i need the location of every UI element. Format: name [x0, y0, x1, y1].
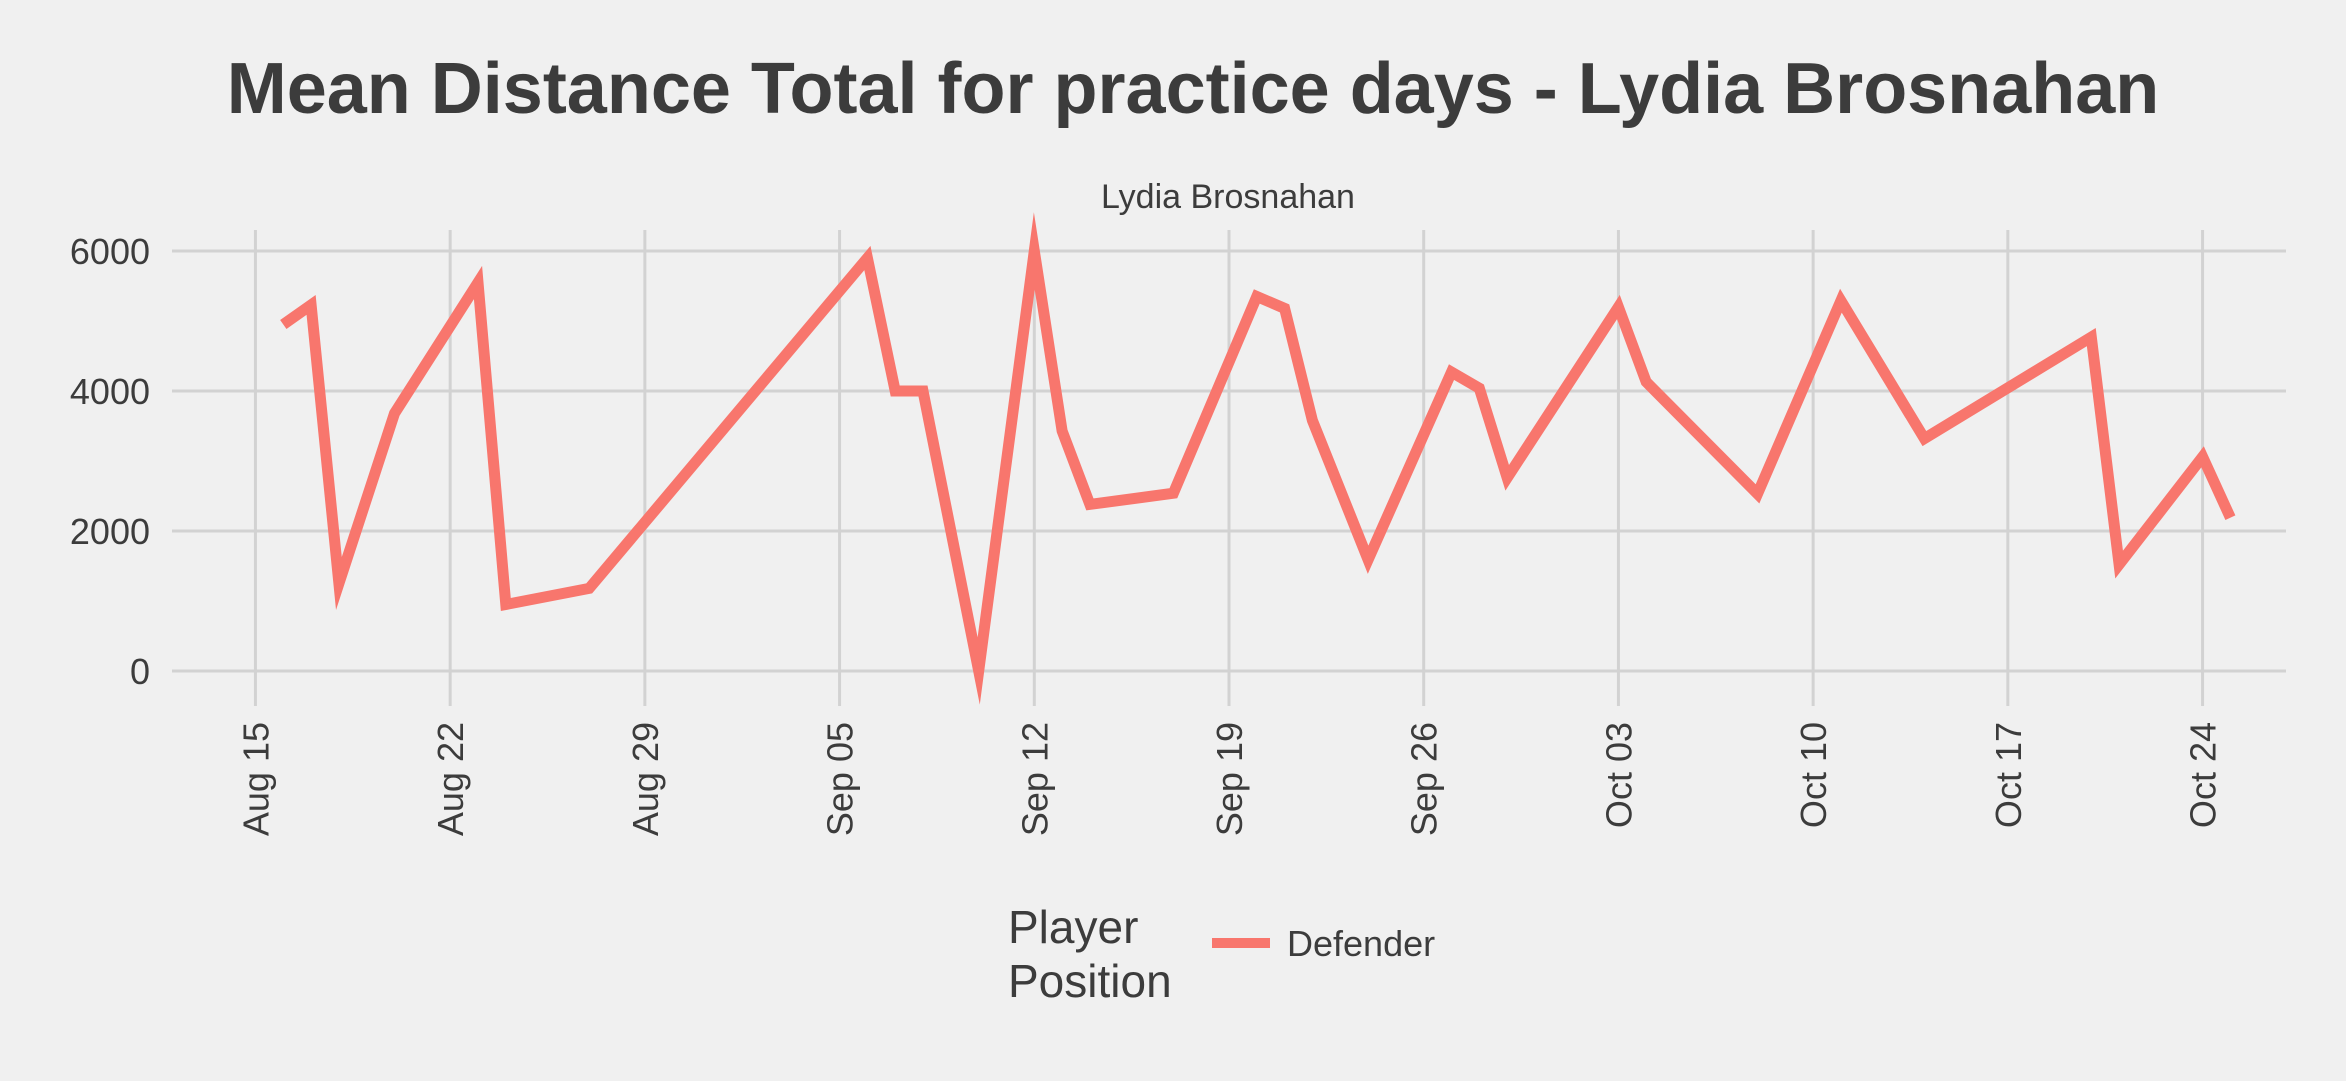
legend-title-line-2: Position: [1008, 955, 1172, 1007]
y-tick-label: 4000: [70, 371, 150, 412]
x-tick-label: Oct 10: [1793, 722, 1834, 828]
x-tick-label: Aug 29: [625, 722, 666, 836]
y-tick-label: 6000: [70, 231, 150, 272]
x-tick-label: Oct 17: [1988, 722, 2029, 828]
legend-title: Player Position: [1008, 901, 1172, 1007]
series-line-defender: [280, 212, 2236, 705]
y-tick-label: 0: [130, 651, 150, 692]
x-gridlines: [253, 230, 2205, 706]
x-tick-label: Sep 26: [1404, 722, 1445, 836]
x-tick-label: Aug 15: [235, 722, 276, 836]
x-tick-label: Oct 24: [2183, 722, 2224, 828]
facet-label: Lydia Brosnahan: [1101, 178, 1355, 216]
legend-title-line-1: Player: [1008, 901, 1138, 953]
x-tick-label: Sep 19: [1209, 722, 1250, 836]
y-tick-label: 2000: [70, 511, 150, 552]
chart-title: Mean Distance Total for practice days - …: [227, 49, 2160, 129]
legend: Player Position Defender: [1008, 901, 1435, 1007]
x-axis-tick-labels: Aug 15 Aug 22 Aug 29 Sep 05 Sep 12 Sep 19 Sep …: [235, 722, 2223, 836]
y-axis-tick-labels: 0 2000 4000 6000: [70, 231, 150, 692]
x-tick-label: Sep 05: [820, 722, 861, 836]
series-layer: [280, 212, 2236, 705]
x-tick-label: Sep 12: [1014, 722, 1055, 836]
x-tick-label: Aug 22: [430, 722, 471, 836]
x-tick-label: Oct 03: [1598, 722, 1639, 828]
legend-label-defender: Defender: [1287, 923, 1435, 964]
